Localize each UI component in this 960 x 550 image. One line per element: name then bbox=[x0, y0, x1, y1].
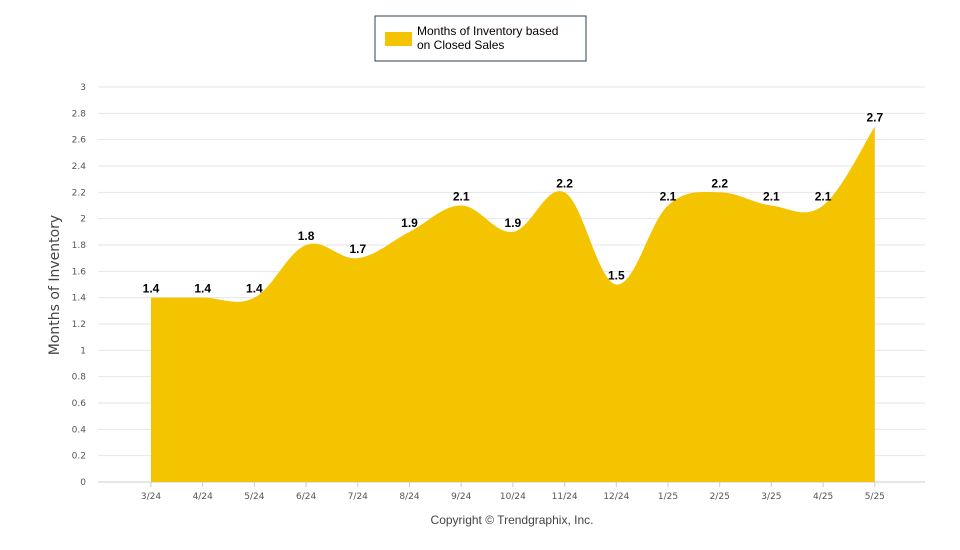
y-tick-label: 2.2 bbox=[72, 188, 86, 198]
data-label: 2.2 bbox=[556, 176, 573, 190]
data-label: 2.7 bbox=[866, 111, 883, 125]
legend-label: Months of Inventory based on Closed Sale… bbox=[417, 24, 562, 52]
area-layer bbox=[151, 126, 875, 482]
legend-swatch bbox=[385, 32, 412, 46]
x-tick-label: 11/24 bbox=[552, 492, 578, 502]
data-label: 1.4 bbox=[246, 282, 263, 296]
x-tick-label: 10/24 bbox=[500, 492, 526, 502]
data-label: 1.7 bbox=[349, 242, 366, 256]
y-tick-label: 0.8 bbox=[72, 373, 87, 383]
y-tick-label: 2 bbox=[80, 215, 86, 225]
legend-label-line-2: on Closed Sales bbox=[417, 38, 504, 52]
data-label: 1.9 bbox=[401, 216, 418, 230]
data-label: 1.8 bbox=[298, 229, 315, 243]
x-tick-label: 2/25 bbox=[710, 492, 730, 502]
data-label: 1.4 bbox=[194, 282, 211, 296]
y-tick-label: 0.6 bbox=[72, 399, 87, 409]
data-label: 2.1 bbox=[660, 190, 677, 204]
x-tick-label: 3/25 bbox=[761, 492, 781, 502]
data-label: 2.2 bbox=[711, 176, 728, 190]
y-tick-label: 2.8 bbox=[72, 109, 87, 119]
data-label: 1.5 bbox=[608, 269, 625, 283]
x-tick-label: 1/25 bbox=[658, 492, 678, 502]
x-tick-label: 6/24 bbox=[296, 492, 316, 502]
y-axis-title: Months of Inventory bbox=[47, 215, 63, 355]
y-tick-label: 2.6 bbox=[72, 136, 87, 146]
x-tick-label: 4/24 bbox=[193, 492, 213, 502]
y-tick-label: 1.8 bbox=[72, 241, 87, 251]
data-label: 2.1 bbox=[815, 190, 832, 204]
data-label: 1.4 bbox=[143, 282, 160, 296]
copyright-footer: Copyright © Trendgraphix, Inc. bbox=[431, 513, 594, 527]
x-tick-label: 12/24 bbox=[603, 492, 629, 502]
x-tick-label: 8/24 bbox=[399, 492, 419, 502]
legend-label-line-1: Months of Inventory based bbox=[417, 24, 558, 38]
x-tick-label: 5/25 bbox=[865, 492, 885, 502]
data-label: 2.1 bbox=[453, 190, 470, 204]
x-tick-label: 5/24 bbox=[244, 492, 264, 502]
series-area bbox=[151, 126, 875, 482]
y-tick-label: 0.4 bbox=[72, 425, 87, 435]
y-tick-label: 0.2 bbox=[72, 452, 86, 462]
data-labels: 1.4 1.4 1.4 1.8 1.7 1.9 2.1 1.9 2.2 1.5 2.1 2.2 2.1 2… bbox=[143, 111, 884, 296]
x-tick-label: 4/25 bbox=[813, 492, 833, 502]
y-tick-label: 1 bbox=[80, 346, 86, 356]
x-tick-label: 7/24 bbox=[348, 492, 368, 502]
x-axis-ticks: 3/24 4/24 5/24 6/24 7/24 8/24 9/24 10/24 11/24 12… bbox=[141, 482, 885, 502]
y-tick-label: 0 bbox=[80, 478, 86, 488]
y-tick-label: 1.2 bbox=[72, 320, 86, 330]
y-tick-label: 1.6 bbox=[72, 267, 87, 277]
y-tick-label: 3 bbox=[80, 83, 86, 93]
y-tick-label: 1.4 bbox=[72, 294, 87, 304]
legend: Months of Inventory based on Closed Sale… bbox=[374, 15, 587, 62]
y-tick-label: 2.4 bbox=[72, 162, 87, 172]
x-tick-label: 3/24 bbox=[141, 492, 161, 502]
data-label: 1.9 bbox=[505, 216, 522, 230]
x-tick-label: 9/24 bbox=[451, 492, 471, 502]
data-label: 2.1 bbox=[763, 190, 780, 204]
y-axis-ticks: 0 0.2 0.4 0.6 0.8 1 1.2 1.4 1.6 1.8 2 2.2 2.4 2.6 2.8 3 bbox=[72, 83, 87, 488]
